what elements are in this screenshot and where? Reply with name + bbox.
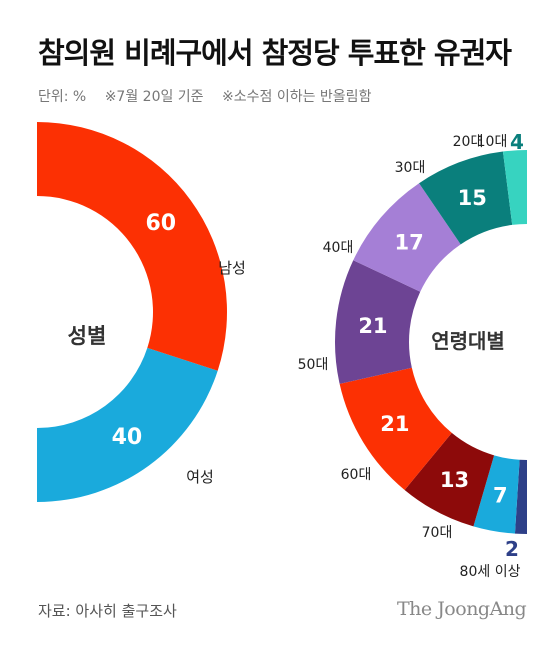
age-slice (473, 455, 520, 534)
age-value-label: 13 (440, 468, 469, 492)
gender-slice-female (37, 347, 218, 502)
age-slice (335, 260, 421, 384)
age-category-label: 20대 (453, 134, 484, 150)
unit-note-date: ※7월 20일 기준 (104, 89, 204, 105)
unit-note: 단위: % ※7월 20일 기준 ※소수점 이하는 반올림함 (38, 86, 385, 106)
age-category-label: 30대 (395, 160, 426, 176)
age-value-label: 2 (505, 537, 519, 561)
age-category-label: 70대 (422, 525, 453, 541)
source-note: 자료: 아사히 출구조사 (38, 602, 177, 620)
gender-value-label: 60 (145, 211, 176, 236)
gender-category-label: 남성 (218, 259, 246, 277)
age-category-label: 80세 이상 (460, 564, 521, 580)
age-category-label: 10대 (477, 134, 508, 150)
gender-slice-male (37, 122, 228, 371)
unit-note-rounding: ※소수점 이하는 반올림함 (222, 89, 372, 105)
age-category-label: 60대 (341, 467, 372, 483)
age-category-label: 50대 (298, 357, 329, 373)
age-value-label: 4 (510, 130, 524, 154)
age-slice (419, 151, 513, 245)
chart-title: 참의원 비례구에서 참정당 투표한 유권자 (38, 36, 512, 70)
unit-note-unit: 단위: % (38, 89, 87, 105)
age-value-label: 7 (493, 484, 508, 508)
age-value-label: 17 (395, 230, 424, 254)
gender-donut-chart: 성별 60 남성 40 여성 (37, 122, 246, 502)
gender-center-label: 성별 (68, 324, 107, 348)
age-value-label: 15 (458, 186, 487, 210)
age-slice (353, 183, 461, 292)
brand-logo: The JoongAng (397, 598, 527, 620)
age-slice (404, 432, 495, 527)
age-slice (339, 367, 452, 490)
gender-category-label: 여성 (186, 468, 214, 486)
age-center-label: 연령대별 (431, 329, 505, 353)
age-slice (502, 150, 527, 225)
gender-value-label: 40 (112, 425, 143, 450)
age-value-label: 21 (358, 314, 387, 338)
age-value-label: 21 (380, 412, 409, 436)
age-category-label: 40대 (323, 240, 354, 256)
age-slice (514, 459, 527, 534)
